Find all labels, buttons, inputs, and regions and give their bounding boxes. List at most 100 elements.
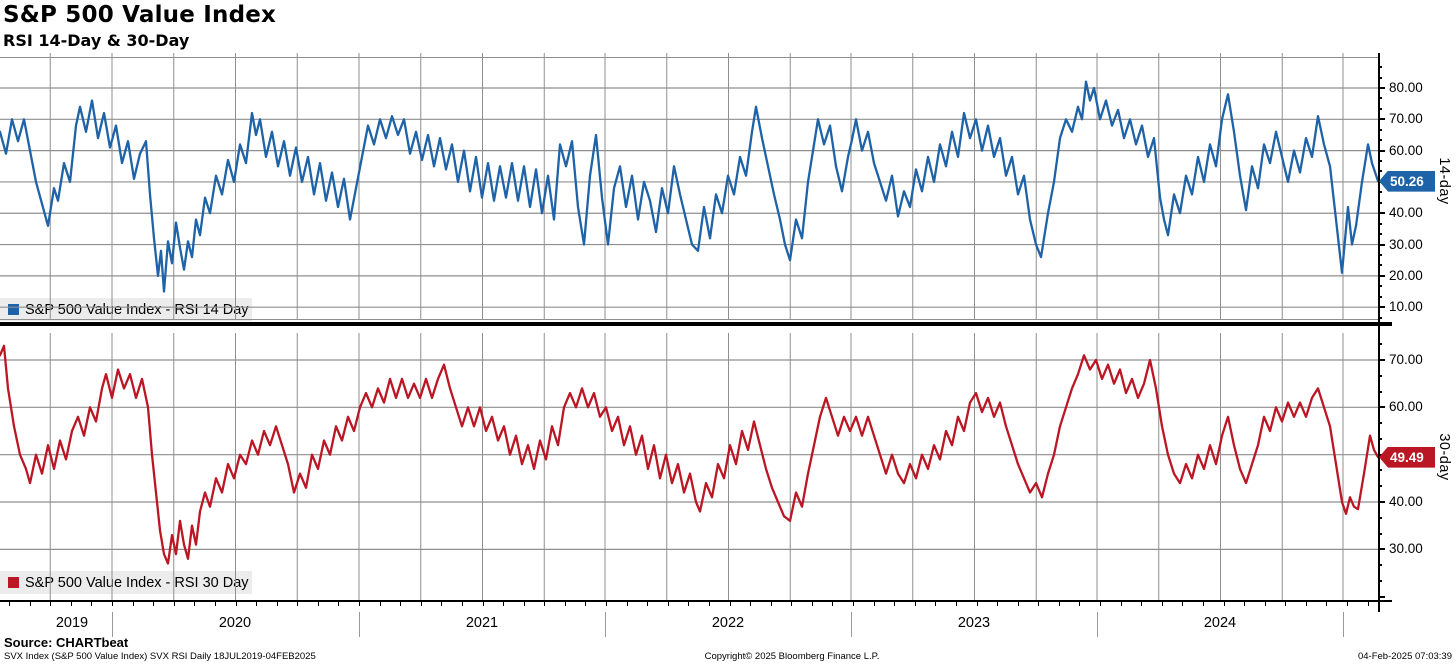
month-tick: [1058, 602, 1060, 606]
y-tick: [1378, 149, 1385, 152]
legend-label-rsi-14: S&P 500 Value Index - RSI 14 Day: [25, 301, 249, 318]
month-tick: [750, 602, 752, 606]
rsi-line-top: [0, 80, 1380, 293]
month-tick: [564, 602, 566, 606]
month-tick: [461, 602, 463, 606]
y-tick: [1378, 516, 1382, 519]
month-tick: [853, 602, 854, 606]
month-tick: [400, 602, 402, 606]
y-tick: [1378, 201, 1382, 204]
rsi-14-day-plot: [0, 53, 1380, 320]
month-tick: [214, 602, 216, 606]
month-tick: [1017, 602, 1019, 606]
month-tick: [791, 602, 793, 606]
year-separator: [1097, 612, 1098, 637]
month-tick: [70, 602, 72, 606]
y-tick: [1378, 253, 1382, 256]
timestamp-text: 04-Feb-2025 07:03:39: [1357, 651, 1452, 662]
month-tick: [935, 602, 937, 606]
year-separator: [605, 612, 606, 637]
y-tick: [1378, 422, 1382, 425]
month-tick: [1182, 602, 1184, 606]
legend-rsi-30: S&P 500 Value Index - RSI 30 Day: [0, 571, 252, 594]
year-separator: [1343, 612, 1344, 637]
last-value-badge-rsi-14: 50.26: [1379, 170, 1435, 192]
y-tick: [1378, 306, 1385, 309]
month-tick: [1367, 602, 1369, 606]
month-tick: [503, 602, 505, 606]
y-tick: [1378, 485, 1382, 488]
month-tick: [955, 602, 957, 606]
y-tick: [1378, 212, 1385, 215]
month-tick: [770, 602, 772, 606]
month-tick: [606, 602, 607, 606]
y-tick: [1378, 532, 1382, 535]
y-tick: [1378, 160, 1382, 163]
legend-label-rsi-30: S&P 500 Value Index - RSI 30 Day: [25, 574, 249, 591]
month-tick: [173, 602, 175, 606]
y-tick-label: 70.00: [1389, 111, 1423, 127]
axis-line: [1378, 53, 1380, 612]
month-tick: [317, 602, 319, 606]
last-value-badge-rsi-30: 49.49: [1379, 446, 1435, 468]
y-tick: [1378, 285, 1382, 288]
year-label-2023: 2023: [957, 615, 991, 631]
y-tick: [1378, 97, 1382, 100]
month-tick: [297, 602, 299, 606]
month-tick: [873, 602, 875, 606]
month-tick: [194, 602, 196, 606]
month-tick: [1264, 602, 1266, 606]
chart-subtitle: RSI 14-Day & 30-Day: [3, 31, 190, 50]
month-tick: [91, 602, 93, 606]
year-label-2022: 2022: [711, 615, 745, 631]
month-tick: [1305, 602, 1307, 606]
y-tick-label: 60.00: [1389, 399, 1423, 415]
y-tick: [1378, 343, 1382, 346]
month-tick: [9, 602, 11, 606]
month-tick: [914, 602, 916, 606]
month-tick: [1079, 602, 1081, 606]
month-tick: [647, 602, 649, 606]
y-tick-label: 30.00: [1389, 541, 1423, 557]
y-tick: [1378, 374, 1382, 377]
y-tick-label: 80.00: [1389, 79, 1423, 95]
month-tick: [112, 602, 113, 606]
month-tick: [1244, 602, 1246, 606]
copyright-text: Copyright© 2025 Bloomberg Finance L.P.: [704, 651, 880, 662]
month-tick: [1347, 602, 1348, 606]
month-tick: [276, 602, 278, 606]
year-label-2024: 2024: [1203, 615, 1237, 631]
y-tick: [1378, 564, 1382, 567]
month-tick: [708, 602, 710, 606]
y-tick: [1378, 243, 1385, 246]
month-tick: [1038, 602, 1040, 606]
y-tick: [1378, 501, 1385, 503]
month-tick: [894, 602, 896, 606]
y-tick: [1378, 437, 1382, 440]
chart-title: S&P 500 Value Index: [3, 2, 277, 28]
month-tick: [1120, 602, 1122, 606]
axis-label-30-day: 30-day: [1436, 433, 1452, 481]
month-tick: [420, 602, 422, 606]
y-tick: [1378, 170, 1382, 173]
y-tick: [1378, 233, 1382, 236]
month-tick: [997, 602, 999, 606]
year-separator: [112, 612, 113, 637]
y-tick: [1378, 191, 1382, 194]
month-tick: [1100, 602, 1101, 606]
month-tick: [132, 602, 134, 606]
legend-swatch-rsi-14: [8, 304, 19, 315]
month-tick: [29, 602, 31, 606]
year-separator: [359, 612, 360, 637]
y-tick: [1378, 406, 1385, 409]
security-info: SVX Index (S&P 500 Value Index) SVX RSI …: [4, 651, 316, 662]
y-tick-label: 30.00: [1389, 236, 1423, 252]
month-tick: [50, 602, 52, 606]
y-tick: [1378, 66, 1382, 69]
y-tick: [1378, 469, 1382, 472]
y-tick: [1378, 274, 1385, 277]
year-label-2021: 2021: [465, 615, 499, 631]
month-tick: [729, 602, 731, 606]
y-tick-label: 60.00: [1389, 142, 1423, 158]
